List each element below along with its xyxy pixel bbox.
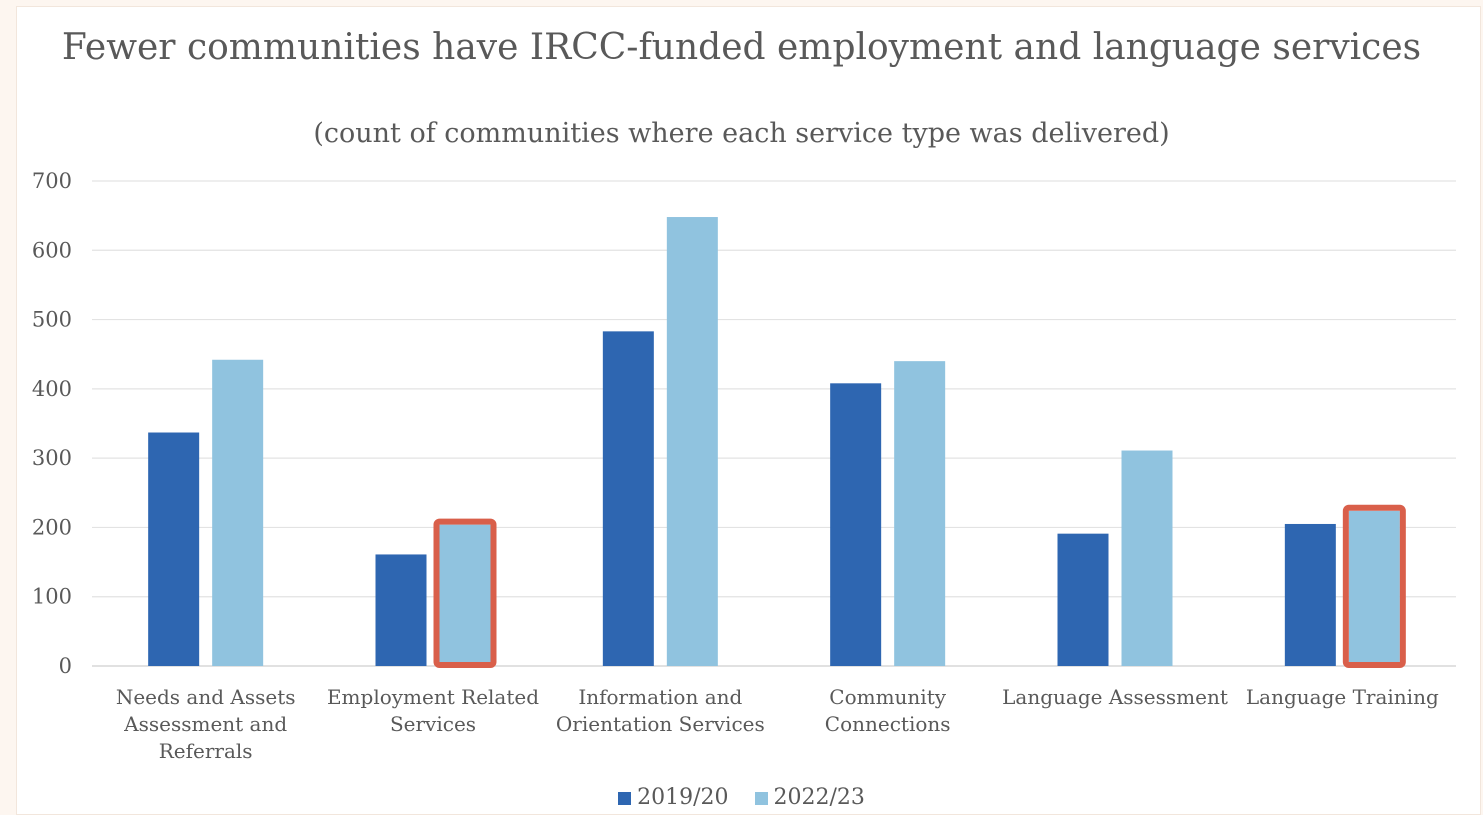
x-category-label: Community: [829, 685, 946, 709]
x-category-label: Language Training: [1246, 685, 1439, 709]
x-category-label: Information and: [578, 685, 742, 709]
x-category-label: Orientation Services: [556, 712, 765, 736]
legend-swatch-series-2: [754, 791, 768, 805]
legend-label-series-2: 2022/23: [773, 785, 865, 810]
bar: [602, 331, 654, 666]
legend-item-series-1: 2019/20: [618, 784, 729, 812]
bar: [1348, 510, 1400, 666]
bar: [1284, 523, 1336, 666]
bar: [1121, 450, 1173, 666]
y-tick-label: 700: [32, 169, 72, 193]
legend-swatch-series-1: [618, 791, 632, 805]
highlight-box: [433, 518, 497, 669]
x-category-label: Employment Related: [327, 685, 539, 709]
legend-item-series-2: 2022/23: [754, 784, 865, 812]
x-category-label: Services: [390, 712, 476, 736]
chart-legend: 2019/20 2022/23: [0, 784, 1483, 812]
highlight-box: [1342, 504, 1406, 668]
y-tick-label: 100: [32, 585, 72, 609]
chart-title: Fewer communities have IRCC-funded emplo…: [61, 27, 1422, 68]
bar: [439, 524, 491, 666]
bar: [666, 217, 718, 666]
bar: [375, 554, 427, 666]
x-category-label: Assessment and: [123, 712, 287, 736]
bar: [1057, 533, 1109, 666]
y-tick-label: 200: [32, 515, 72, 539]
x-category-label: Referrals: [159, 739, 253, 763]
y-tick-label: 0: [59, 654, 72, 678]
bar: [894, 361, 946, 666]
bar: [830, 383, 882, 666]
y-tick-label: 500: [32, 308, 72, 332]
y-tick-label: 400: [32, 377, 72, 401]
x-category-label: Connections: [825, 712, 951, 736]
x-category-label: Needs and Assets: [116, 685, 296, 709]
y-tick-label: 300: [32, 446, 72, 470]
bar: [212, 359, 264, 666]
y-tick-label: 600: [32, 238, 72, 262]
bar: [148, 432, 200, 666]
legend-label-series-1: 2019/20: [637, 785, 729, 810]
x-category-label: Language Assessment: [1002, 685, 1228, 709]
chart-subtitle: (count of communities where each service…: [313, 118, 1170, 149]
